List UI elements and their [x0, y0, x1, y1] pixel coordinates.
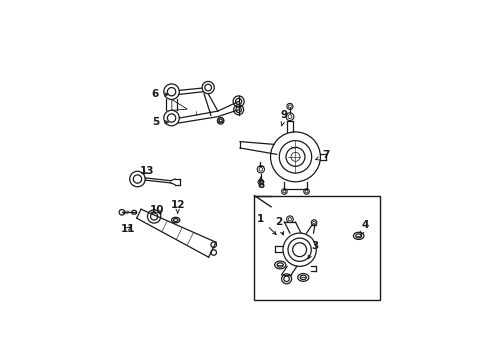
Text: 6: 6	[152, 90, 168, 99]
Text: 4: 4	[361, 220, 368, 235]
Text: 9: 9	[281, 110, 288, 126]
Text: 5: 5	[152, 117, 168, 127]
Text: 12: 12	[171, 201, 185, 213]
Text: 2: 2	[275, 217, 284, 235]
Bar	[254, 195, 380, 300]
Text: 8: 8	[257, 177, 265, 190]
Text: 11: 11	[121, 224, 135, 234]
Text: 3: 3	[308, 240, 318, 259]
Text: 10: 10	[149, 204, 164, 215]
Text: 13: 13	[140, 166, 154, 176]
Text: 7: 7	[316, 150, 330, 161]
Text: 1: 1	[257, 214, 276, 234]
